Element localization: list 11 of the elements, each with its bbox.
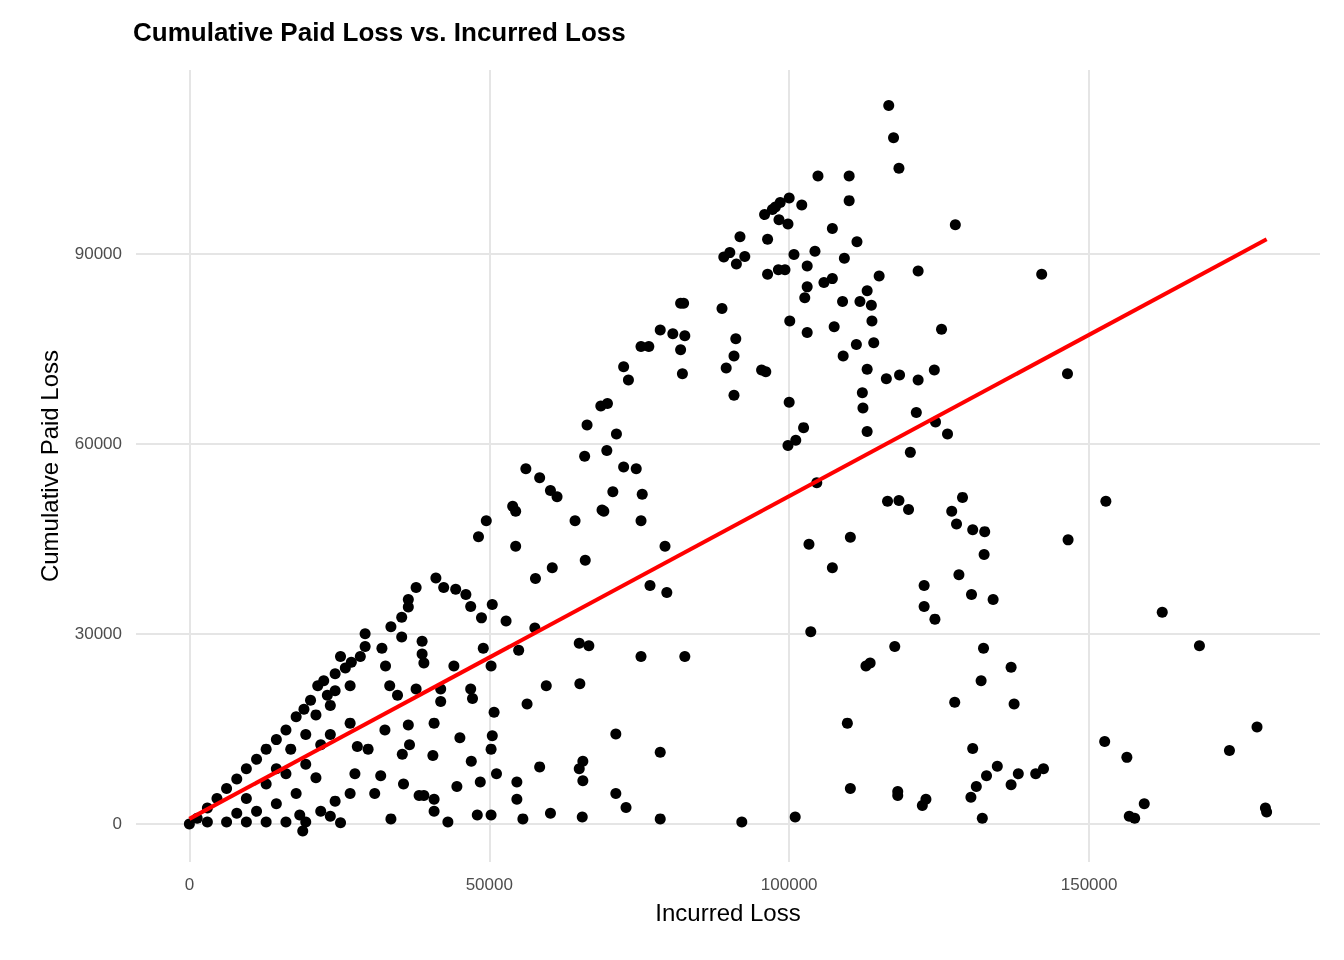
x-tick-label: 0 [184,875,195,894]
chart-title: Cumulative Paid Loss vs. Incurred Loss [133,17,626,47]
x-tick-label: 50000 [465,875,513,894]
y-tick-label: 60000 [74,433,122,453]
y-tick-label: 30000 [74,624,122,644]
x-tick-label: 150000 [1060,875,1118,894]
y-tick-label: 0 [112,814,122,834]
y-tick-label: 90000 [74,243,122,263]
y-axis-title: Cumulative Paid Loss [35,349,63,583]
x-axis-title: Incurred Loss [655,898,801,926]
x-tick-label: 100000 [760,875,818,894]
